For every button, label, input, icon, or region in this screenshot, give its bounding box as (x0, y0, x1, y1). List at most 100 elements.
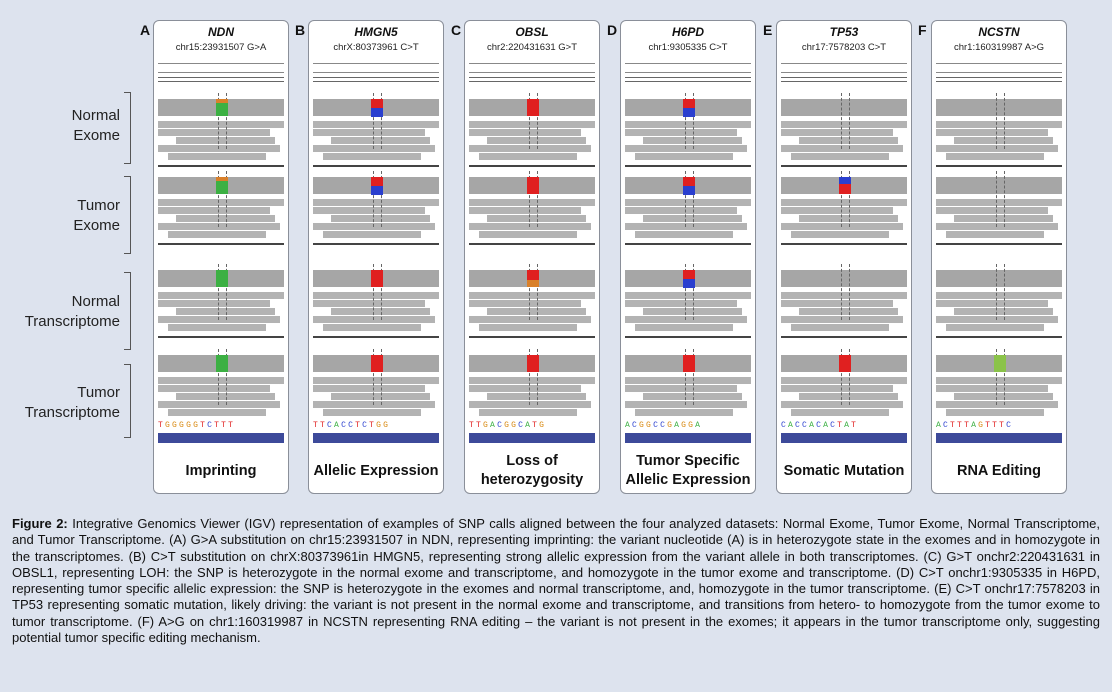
reference-sequence: ACGGCCGAGGA (625, 421, 751, 431)
center-line (226, 349, 228, 405)
panel-label: Imprinting (185, 462, 257, 479)
center-line (685, 349, 687, 405)
row-brace (124, 272, 131, 350)
alignment-track (781, 171, 907, 245)
reference-base: C (497, 421, 505, 430)
reference-base: T (320, 421, 328, 430)
read (798, 308, 899, 315)
reference-base: G (511, 421, 519, 430)
reference-base: G (667, 421, 675, 430)
alignment-track (469, 93, 595, 167)
read (168, 153, 267, 160)
divider (625, 77, 751, 78)
track-separator (781, 336, 907, 338)
read (781, 385, 894, 392)
variant-allele-bar (371, 99, 383, 108)
read (330, 308, 431, 315)
reference-base: A (823, 421, 831, 430)
divider (313, 81, 439, 82)
reference-base: A (788, 421, 796, 430)
alignment-track (158, 264, 284, 338)
alignment-track (625, 349, 751, 419)
panel-letter: E (763, 22, 773, 38)
row-label-tumor-exome: Tumor Exome (73, 197, 120, 234)
read (781, 207, 894, 214)
reference-base: T (355, 421, 363, 430)
center-line (1004, 171, 1006, 227)
track-separator (625, 243, 751, 245)
read (642, 137, 743, 144)
center-line (529, 349, 531, 405)
gene-name: TP53 (829, 25, 859, 39)
panel-letter: A (140, 22, 151, 38)
variant-allele-bar (683, 108, 695, 117)
track-separator (313, 243, 439, 245)
read (469, 207, 582, 214)
reference-base: A (625, 421, 633, 430)
center-line (529, 264, 531, 320)
read (469, 292, 595, 299)
center-line (685, 264, 687, 320)
alignment-track (158, 171, 284, 245)
read (313, 199, 439, 206)
read (781, 129, 894, 136)
reference-base: T (200, 421, 208, 430)
read (946, 324, 1045, 331)
read (175, 308, 276, 315)
amino-acid-track (158, 433, 284, 443)
read (330, 137, 431, 144)
reference-base: C (1006, 421, 1014, 430)
reference-base: G (681, 421, 689, 430)
read (469, 401, 592, 408)
reference-sequence: TTCACCTCTGG (313, 421, 439, 431)
center-line (693, 349, 695, 405)
track-separator (313, 336, 439, 338)
alignment-track (781, 264, 907, 338)
center-line (1004, 264, 1006, 320)
center-line (373, 93, 375, 149)
ruler (469, 63, 595, 73)
variant-allele-bar (683, 279, 695, 288)
variant-allele-bar (839, 355, 851, 372)
amino-acid-track (469, 433, 595, 443)
variant-allele-bar (527, 99, 539, 116)
read (168, 409, 267, 416)
divider (936, 77, 1062, 78)
read (791, 231, 890, 238)
reference-base: T (369, 421, 377, 430)
center-line (537, 349, 539, 405)
center-line (381, 93, 383, 149)
read (313, 129, 426, 136)
center-line (841, 171, 843, 227)
read (625, 121, 751, 128)
reference-base: T (158, 421, 166, 430)
read (781, 401, 904, 408)
variant-allele-bar (994, 355, 1006, 372)
igv-panel: NDN chr15:23931507 G>A TGGGGGTCTTT Imprinti… (153, 20, 289, 494)
read (781, 316, 904, 323)
reference-base: G (179, 421, 187, 430)
read (936, 292, 1062, 299)
reference-base: G (646, 421, 654, 430)
reference-base: C (660, 421, 668, 430)
center-line (373, 171, 375, 227)
reference-base: C (795, 421, 803, 430)
locus: chr17:7578203 C>T (801, 42, 887, 53)
variant-allele-bar (683, 99, 695, 108)
read (953, 393, 1054, 400)
reference-base: T (999, 421, 1007, 430)
read (936, 300, 1049, 307)
center-line (226, 264, 228, 320)
reference-base: G (978, 421, 986, 430)
reference-base: G (383, 421, 391, 430)
reference-base: T (957, 421, 965, 430)
reference-base: T (221, 421, 229, 430)
locus: chr1:160319987 A>G (953, 42, 1045, 53)
read (158, 300, 271, 307)
center-line (218, 93, 220, 149)
variant-allele-bar (371, 177, 383, 186)
read (168, 231, 267, 238)
variant-allele-bar (527, 280, 539, 287)
reference-base: C (802, 421, 810, 430)
center-line (996, 264, 998, 320)
